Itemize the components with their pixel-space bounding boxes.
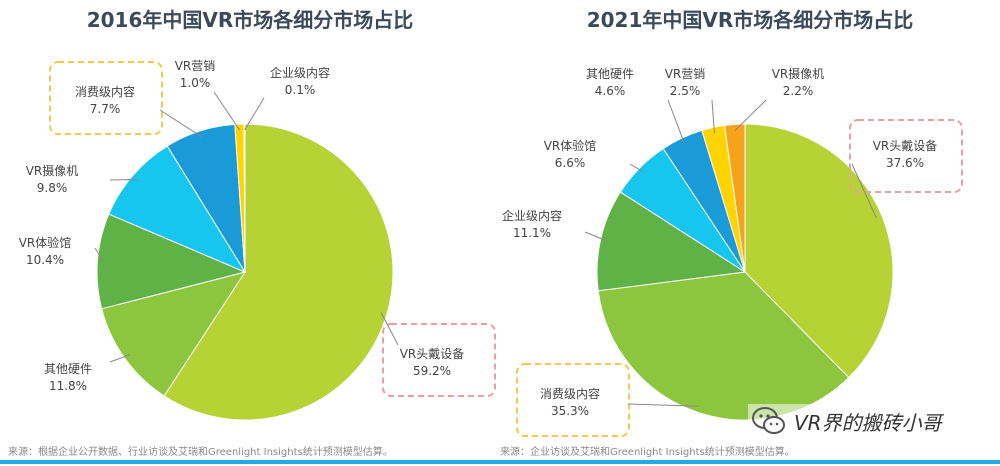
slice-value: 4.6% (595, 84, 626, 98)
source-note-left: 来源：根据企业公开数据、行业访谈及艾瑞和Greenlight Insights统… (8, 447, 393, 458)
pie-chart-1: VR头戴设备 37.6% 消费级内容 35.3% 企业级内容 11.1% VR体验馆 6.6%… (502, 66, 963, 437)
highlight-box (382, 323, 496, 397)
highlight-box (849, 119, 963, 193)
slice-label: VR体验馆 (19, 235, 72, 250)
pie-slice (597, 271, 850, 421)
pie-slice (101, 271, 247, 397)
slice-value: 0.1% (285, 83, 316, 97)
leader-line (213, 91, 241, 131)
slice-label: 其他硬件 (44, 362, 92, 376)
leader-line (627, 403, 699, 407)
slice-label: VR营销 (175, 59, 216, 73)
slice-label: 其他硬件 (586, 67, 634, 81)
chart-title-2016: 2016年中国VR市场各细分市场占比 (86, 8, 414, 32)
source-note-right: 来源：企业访谈及艾瑞和Greenlight Insights统计预测模型估算。 (500, 447, 795, 458)
slice-label: VR摄像机 (26, 163, 79, 178)
leader-line (629, 163, 645, 173)
slice-label: VR营销 (665, 67, 706, 81)
chart-title-2021: 2021年中国VR市场各细分市场占比 (586, 8, 914, 32)
pie-slice (163, 123, 394, 421)
slice-label: 企业级内容 (270, 65, 330, 80)
leader-line (159, 109, 202, 138)
bottom-accent-bar (0, 460, 1000, 464)
slice-value: 37.6% (886, 156, 924, 170)
slice-value: 7.7% (90, 102, 121, 116)
pie-slice (243, 123, 246, 273)
slice-value: 59.2% (413, 364, 451, 378)
pie-chart-0: VR头戴设备 59.2% 其他硬件 11.8% VR体验馆 10.4% VR摄像机 9.8% 消… (19, 59, 496, 421)
leader-line (244, 97, 265, 131)
slice-value: 2.2% (783, 84, 814, 98)
slice-value: 6.6% (555, 156, 586, 170)
pie-slice (596, 191, 747, 292)
slice-value: 11.1% (513, 226, 551, 240)
pie-slice (724, 123, 746, 273)
leader-line (109, 178, 138, 181)
wechat-icon (752, 407, 785, 434)
highlight-box (516, 363, 630, 437)
leader-line (584, 231, 607, 242)
slice-label: 消费级内容 (75, 84, 135, 99)
slice-value: 9.8% (37, 181, 68, 195)
slice-value: 2.5% (670, 84, 701, 98)
leader-line (711, 99, 715, 134)
slice-label: VR摄像机 (772, 66, 825, 81)
slice-value: 10.4% (26, 253, 64, 267)
leader-line (851, 163, 877, 219)
slice-label: VR体验馆 (544, 138, 597, 153)
slice-label: VR头戴设备 (400, 346, 465, 361)
pie-slice (744, 123, 894, 379)
leader-line (109, 354, 130, 363)
leader-line (734, 99, 767, 131)
highlight-box (49, 61, 163, 135)
watermark-text: VR界的搬砖小哥 (794, 410, 942, 435)
slice-label: 企业级内容 (502, 208, 562, 223)
slice-value: 1.0% (180, 76, 211, 90)
slice-value: 35.3% (551, 404, 589, 418)
pie-slice (96, 213, 247, 310)
slice-value: 11.8% (49, 379, 87, 393)
leader-line (380, 312, 399, 346)
leader-line (94, 247, 104, 262)
slice-label: VR头戴设备 (873, 138, 938, 153)
watermark: VR界的搬砖小哥 (748, 404, 946, 438)
pie-slice (108, 145, 247, 274)
leader-line (667, 99, 685, 144)
slice-label: 消费级内容 (540, 386, 600, 401)
